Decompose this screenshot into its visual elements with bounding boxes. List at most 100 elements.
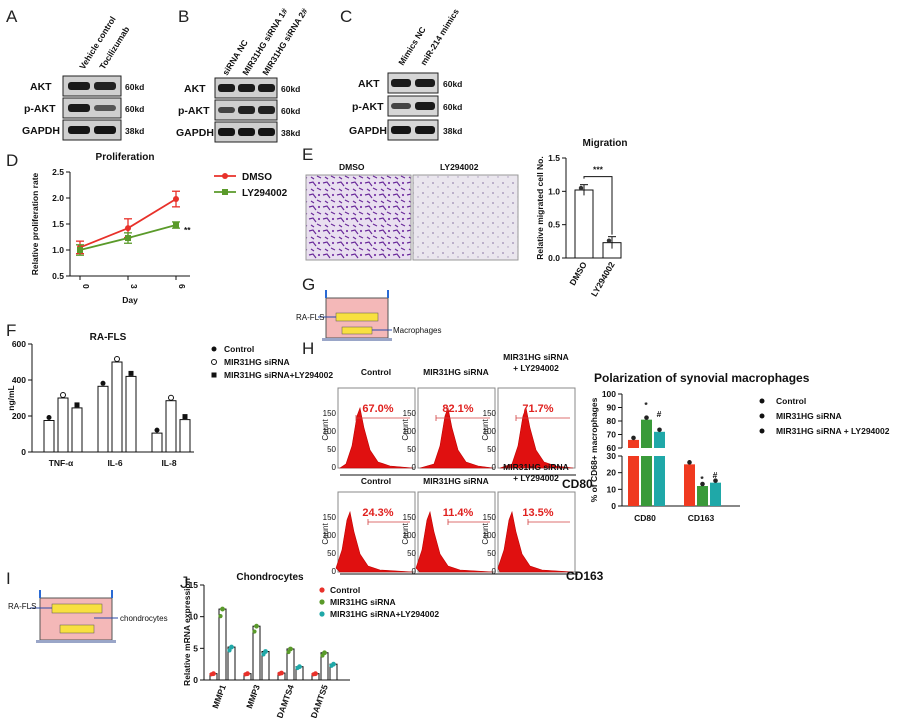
condition-label: MIR31HG siRNA bbox=[423, 476, 489, 486]
data-point bbox=[329, 663, 334, 668]
condition-label: MIR31HG siRNA bbox=[423, 367, 489, 377]
y-tick-label: 200 bbox=[12, 411, 26, 421]
y-axis-label: Relative migrated cell No. bbox=[535, 156, 545, 259]
legend-label: DMSO bbox=[242, 172, 272, 183]
bar bbox=[111, 361, 123, 453]
hist-y-tick: 50 bbox=[407, 445, 416, 454]
bar bbox=[218, 608, 227, 681]
hist-y-tick: 100 bbox=[403, 531, 417, 540]
x-tick-label: TNF-α bbox=[49, 458, 74, 468]
panel-c-blots: AKT p-AKT GAPDH 60kd 60kd 38kd bbox=[349, 72, 462, 141]
size-label: 60kd bbox=[125, 104, 144, 114]
chart-f-ra-fls: RA-FLS 0 200 400 600 ng/mL TNF-α IL-6 IL-8 Contro… bbox=[6, 332, 333, 468]
y-tick-label: 400 bbox=[12, 375, 26, 385]
hist-y-tick: 150 bbox=[483, 513, 497, 522]
legend-label: MIR31HG siRNA+LY294002 bbox=[330, 609, 439, 619]
data-point bbox=[60, 392, 66, 398]
hist-y-label: Count bbox=[481, 419, 490, 441]
hist-y-tick: 100 bbox=[483, 427, 497, 436]
size-label: 38kd bbox=[125, 126, 144, 136]
size-label: 60kd bbox=[125, 82, 144, 92]
histogram-curve bbox=[497, 510, 574, 573]
y-tick-label: 100 bbox=[602, 389, 616, 399]
y-tick-label: 1.0 bbox=[52, 245, 64, 255]
hist-y-tick: 50 bbox=[487, 445, 496, 454]
image-label: DMSO bbox=[339, 162, 365, 172]
axis-label: CD80 bbox=[562, 477, 593, 491]
legend-label: MIR31HG siRNA bbox=[330, 597, 396, 607]
significance-mark: * bbox=[700, 474, 704, 484]
size-label: 60kd bbox=[281, 106, 300, 116]
panel-e-images: DMSO LY294002 bbox=[305, 162, 519, 261]
panel-g-schematic: RA-FLS Macrophages bbox=[296, 290, 441, 341]
data-point bbox=[74, 402, 80, 408]
data-point bbox=[218, 614, 223, 619]
legend-marker bbox=[211, 359, 217, 365]
y-tick-label: 10 bbox=[189, 612, 199, 622]
gate-percentage: 11.4% bbox=[443, 507, 474, 519]
image-label: LY294002 bbox=[440, 162, 479, 172]
legend-label: MIR31HG siRNA+LY294002 bbox=[224, 370, 333, 380]
significance-mark: # bbox=[713, 470, 718, 480]
y-tick-label: 600 bbox=[12, 339, 26, 349]
x-tick-label: IL-8 bbox=[161, 458, 176, 468]
schematic-label: chondrocytes bbox=[120, 614, 168, 623]
gate-percentage: 13.5% bbox=[522, 507, 553, 519]
hist-y-tick: 0 bbox=[412, 567, 417, 576]
y-tick-label: 0.0 bbox=[548, 253, 560, 263]
condition-label: MIR31HG siRNA bbox=[503, 462, 569, 472]
y-axis-label: ng/mL bbox=[6, 385, 16, 411]
y-tick-label: 0 bbox=[193, 675, 198, 685]
hist-y-tick: 50 bbox=[407, 549, 416, 558]
bar bbox=[125, 375, 137, 453]
legend-marker bbox=[222, 173, 228, 179]
histogram-curve bbox=[339, 406, 414, 469]
legend-marker bbox=[319, 599, 325, 605]
y-tick-label: 1.0 bbox=[548, 186, 560, 196]
condition-label: + LY294002 bbox=[513, 473, 559, 483]
data-point bbox=[227, 648, 232, 653]
y-tick-label: 0.5 bbox=[548, 220, 560, 230]
data-point bbox=[154, 427, 160, 433]
protein-label: p-AKT bbox=[178, 105, 210, 117]
hist-y-tick: 0 bbox=[492, 567, 497, 576]
bar bbox=[641, 419, 652, 448]
data-point bbox=[173, 222, 179, 229]
legend-marker bbox=[211, 372, 217, 378]
migration-image-dmso bbox=[305, 174, 412, 261]
data-point bbox=[128, 370, 134, 376]
bar bbox=[574, 189, 594, 259]
legend-marker bbox=[759, 413, 765, 419]
data-point bbox=[46, 415, 52, 420]
data-point bbox=[209, 672, 214, 677]
hist-y-tick: 150 bbox=[323, 409, 337, 418]
hist-y-label: Count bbox=[401, 419, 410, 441]
legend-marker bbox=[211, 346, 217, 352]
histogram-curve bbox=[415, 510, 494, 573]
gate-percentage: 71.7% bbox=[522, 403, 553, 415]
legend-label: LY294002 bbox=[242, 188, 288, 199]
x-tick-label: CD163 bbox=[688, 513, 715, 523]
bar bbox=[151, 432, 163, 453]
y-tick-label: 15 bbox=[189, 580, 199, 590]
data-point bbox=[229, 644, 234, 650]
hist-y-tick: 0 bbox=[332, 463, 337, 472]
x-tick-label: DMSO bbox=[567, 260, 589, 287]
gate-percentage: 24.3% bbox=[362, 507, 393, 519]
hist-y-tick: 150 bbox=[323, 513, 337, 522]
y-axis-label: % of CD68+ macrophages bbox=[589, 397, 599, 502]
size-label: 38kd bbox=[281, 128, 300, 138]
significance-mark: * bbox=[644, 400, 648, 410]
y-tick-label: 10 bbox=[607, 484, 617, 494]
legend-marker bbox=[319, 611, 325, 617]
panel-j-label: J bbox=[180, 573, 189, 592]
migration-image-ly294002 bbox=[412, 174, 519, 261]
size-label: 38kd bbox=[443, 126, 462, 136]
panel-c-label: C bbox=[340, 7, 352, 26]
schematic-label: RA-FLS bbox=[296, 313, 324, 322]
hist-y-label: Count bbox=[321, 523, 330, 545]
schematic-label: RA-FLS bbox=[8, 602, 36, 611]
condition-label: MIR31HG siRNA bbox=[503, 352, 569, 362]
